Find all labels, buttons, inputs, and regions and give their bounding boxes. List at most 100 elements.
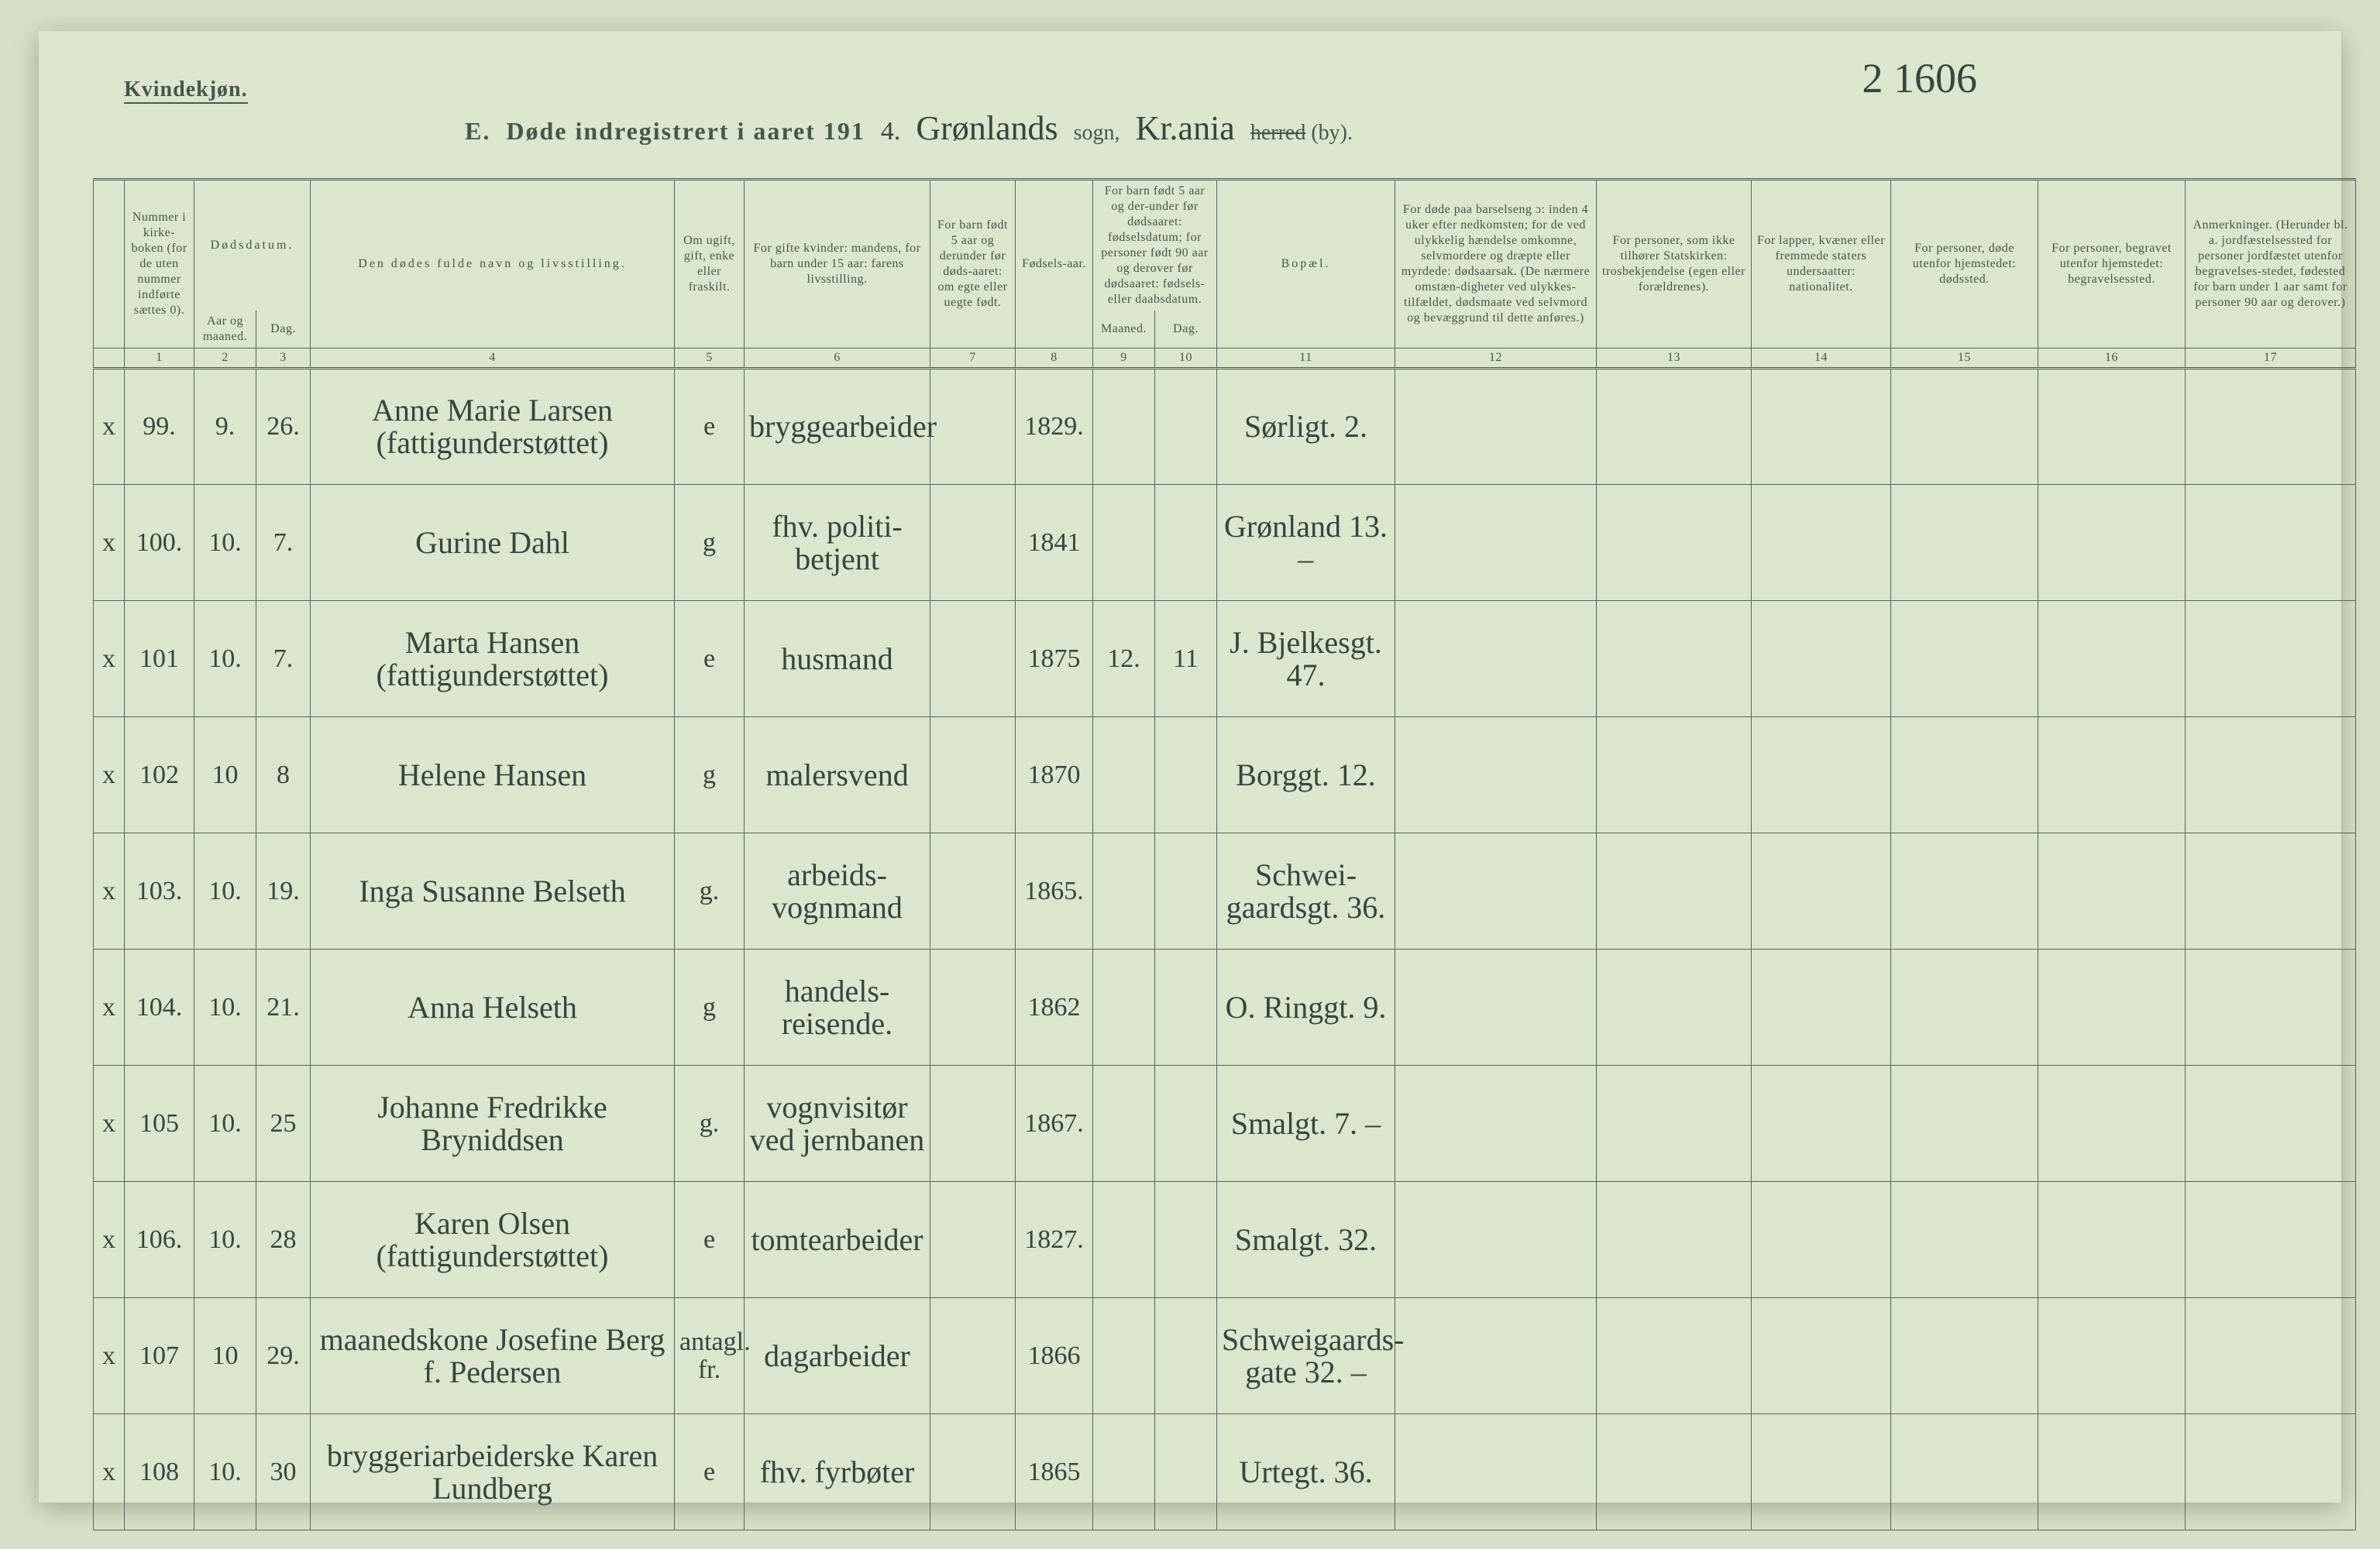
cell-c13 [1597,485,1752,601]
cell-occupation: husmand [745,601,930,717]
cell-number-text: 108 [139,1458,179,1486]
cell-birthyear-text: 1870 [1028,761,1081,789]
colnum-5: 5 [675,349,745,369]
cell-name: Helene Hansen [311,717,675,833]
cell-month: 10. [194,601,256,717]
cell-occupation-text: tomtearbeider [751,1222,923,1257]
cell-occupation-text: fhv. politi-betjent [772,509,903,576]
cell-c16 [2038,1414,2186,1530]
cell-c14 [1752,485,1891,601]
cell-month: 10. [194,833,256,950]
col-6-header: For gifte kvinder: mandens, for barn und… [745,180,930,349]
cell-name: maanedskone Josefine Berg f. Pedersen [311,1298,675,1414]
colnum-14: 14 [1752,349,1891,369]
col-23-header: Dødsdatum. [194,180,311,311]
cell-month-text: 10. [208,528,242,557]
cell-mark: x [94,717,125,833]
cell-c16 [2038,950,2186,1066]
cell-mark: x [94,833,125,950]
cell-c14 [1752,1298,1891,1414]
cell-c10: 11 [1155,601,1217,717]
cell-c10 [1155,833,1217,950]
cell-month: 9. [194,369,256,485]
cell-c9: 12. [1093,601,1155,717]
mark-text: x [102,528,115,557]
cell-residence: Sørligt. 2. [1217,369,1395,485]
table-head: Nummer i kirke-boken (for de uten nummer… [94,180,2356,369]
cell-name: Johanne Fredrikke Bryniddsen [311,1066,675,1182]
cell-c7 [930,1182,1016,1298]
cell-residence-text: O. Ringgt. 9. [1226,990,1387,1025]
cell-mark: x [94,369,125,485]
cell-c13 [1597,369,1752,485]
mark-text: x [102,644,115,673]
cell-c17 [2186,369,2356,485]
cell-c16 [2038,485,2186,601]
cell-occupation-text: handels-reisende. [782,974,892,1041]
table-row: x102108Helene Hansengmalersvend1870Borgg… [94,717,2356,833]
col-7-header: For barn født 5 aar og derunder før døds… [930,180,1016,349]
cell-c10 [1155,1066,1217,1182]
mark-text: x [102,1109,115,1138]
cell-status: g. [675,833,745,950]
cell-c9 [1093,1066,1155,1182]
cell-residence: Smalgt. 32. [1217,1182,1395,1298]
cell-c9 [1093,369,1155,485]
cell-residence-text: Borggt. 12. [1236,757,1375,792]
cell-month: 10 [194,717,256,833]
colnum-7: 7 [930,349,1016,369]
colnum-12: 12 [1395,349,1597,369]
cell-month: 10. [194,485,256,601]
cell-number-text: 107 [139,1341,179,1370]
cell-number: 104. [125,950,194,1066]
cell-status: antagl. fr. [675,1298,745,1414]
cell-birthyear: 1865. [1016,833,1093,950]
cell-day-text: 19. [267,877,300,905]
table-row: x106.10.28Karen Olsen (fattigunderstøtte… [94,1182,2356,1298]
cell-status-text: e [703,644,715,673]
name-label: Den dødes fulde navn og livsstilling. [358,257,627,270]
col-15-header: For personer, døde utenfor hjemstedet: d… [1891,180,2038,349]
cell-name-text: Johanne Fredrikke Bryniddsen [377,1090,607,1157]
cell-residence-text: Smalgt. 32. [1235,1222,1377,1257]
cell-day: 28 [256,1182,311,1298]
cell-c16 [2038,833,2186,950]
table-row: x10510.25Johanne Fredrikke Bryniddseng.v… [94,1066,2356,1182]
col-mark [94,180,125,349]
table-row: x10810.30bryggeriarbeiderske Karen Lundb… [94,1414,2356,1530]
cell-c14 [1752,1414,1891,1530]
cell-c12 [1395,717,1597,833]
cell-c13 [1597,1182,1752,1298]
cell-name: Marta Hansen (fattigunderstøttet) [311,601,675,717]
cell-birthyear-text: 1829. [1024,412,1084,441]
cell-c15 [1891,1182,2038,1298]
cell-day-text: 8 [277,761,290,789]
cell-occupation-text: vognvisitør ved jernbanen [750,1090,924,1157]
cell-day: 7. [256,485,311,601]
cell-c9 [1093,1182,1155,1298]
cell-month: 10. [194,950,256,1066]
colnum-15: 15 [1891,349,2038,369]
cell-number-text: 106. [136,1225,183,1254]
cell-status: e [675,1182,745,1298]
cell-c14 [1752,369,1891,485]
cell-occupation: bryggearbeider [745,369,930,485]
col-3-header: Dag. [256,311,311,349]
cell-occupation-text: arbeids-vognmand [772,857,903,925]
cell-number-text: 105 [139,1109,179,1138]
mark-text: x [102,412,115,441]
cell-c10 [1155,485,1217,601]
cell-residence-text: Schweigaards-gate 32. – [1222,1322,1404,1389]
cell-occupation: arbeids-vognmand [745,833,930,950]
cell-c13 [1597,717,1752,833]
cell-birthyear-text: 1865 [1028,1458,1081,1486]
cell-day: 19. [256,833,311,950]
cell-residence: Schwei-gaardsgt. 36. [1217,833,1395,950]
cell-birthyear-text: 1865. [1024,877,1084,905]
cell-month: 10 [194,1298,256,1414]
colnum-blank [94,349,125,369]
colnum-8: 8 [1016,349,1093,369]
cell-residence: O. Ringgt. 9. [1217,950,1395,1066]
cell-c13 [1597,950,1752,1066]
cell-c12 [1395,369,1597,485]
